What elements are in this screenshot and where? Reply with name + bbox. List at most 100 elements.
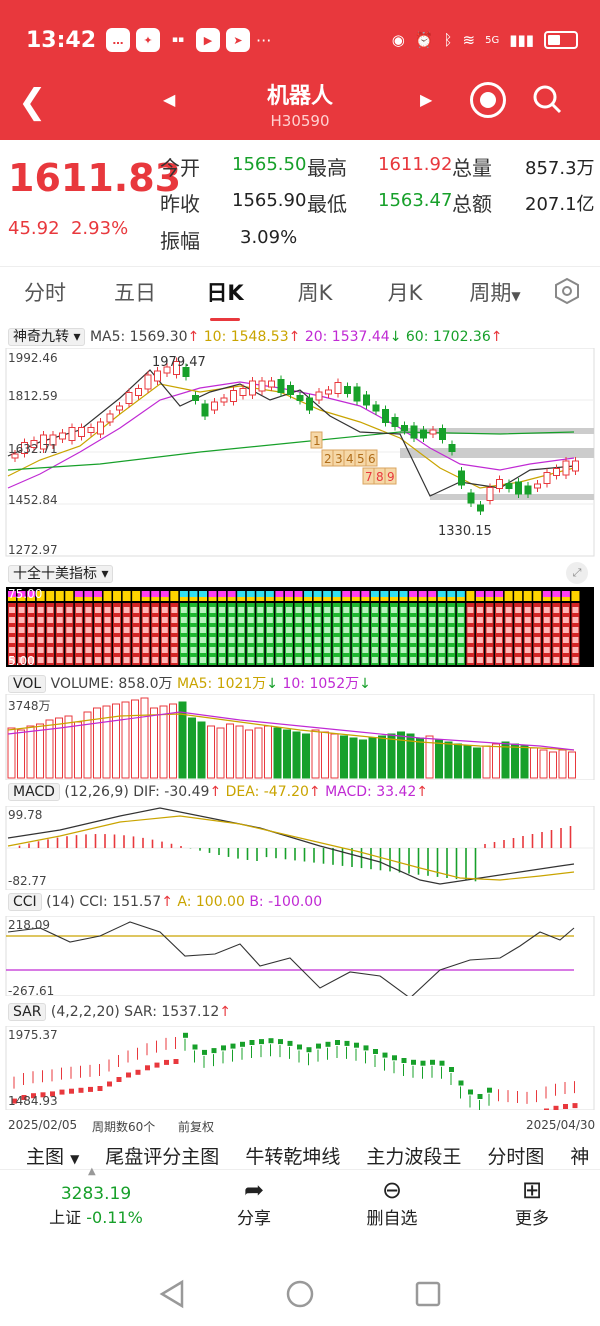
indicator-top-mark xyxy=(160,597,169,601)
expand-icon[interactable]: ⤢ xyxy=(566,562,588,584)
indicator-cell xyxy=(352,647,359,653)
index-quote[interactable]: 3283.19 上证 -0.11% xyxy=(46,1184,146,1228)
prev-stock-arrow-icon[interactable]: ◀ xyxy=(163,90,176,109)
tab-intraday[interactable]: 分时 xyxy=(24,280,66,305)
sar-chart[interactable] xyxy=(0,1026,600,1110)
indicator-cell xyxy=(161,657,168,663)
indicator-cell xyxy=(553,627,560,633)
nav-recents-icon[interactable] xyxy=(415,1281,441,1307)
kline-chart[interactable]: 1979.47 1330.15 12 3 4 5 6 7 8 9 xyxy=(0,348,600,558)
index-name: 上证 xyxy=(49,1208,82,1227)
sar-selector[interactable]: SAR xyxy=(8,1003,47,1021)
tab-main-chart[interactable]: 主图 ▼ xyxy=(0,1142,92,1169)
indicator-cell xyxy=(419,607,426,613)
volume-bar xyxy=(558,749,567,779)
main-indicator-selector[interactable]: 神奇九转 ▾ xyxy=(8,328,86,346)
indicator-bar xyxy=(103,603,112,665)
indicator-cell xyxy=(257,637,264,643)
indicator-top-mark xyxy=(361,597,370,601)
indicator-cell xyxy=(543,647,550,653)
tab-more[interactable]: 神 xyxy=(570,1146,590,1168)
next-stock-arrow-icon[interactable]: ▶ xyxy=(420,90,433,109)
back-button[interactable]: ❮ xyxy=(18,82,47,122)
remove-watchlist-button[interactable]: ⊖ 删自选 xyxy=(356,1176,428,1229)
tab-bull-turn[interactable]: 牛转乾坤线 xyxy=(245,1146,341,1168)
candle-body xyxy=(553,468,560,476)
indicator-cell xyxy=(257,627,264,633)
candle-body xyxy=(315,391,323,401)
indicator-top-mark xyxy=(113,591,122,597)
candle-body xyxy=(220,397,228,403)
volume-bar xyxy=(406,733,415,779)
tab-weekly-k[interactable]: 周K xyxy=(297,280,333,305)
candle-body xyxy=(78,427,85,437)
mascot-icon[interactable] xyxy=(470,82,506,118)
indicator-cell xyxy=(391,617,397,623)
countdown-number: 2 xyxy=(324,452,332,466)
settings-hexagon-icon[interactable] xyxy=(553,277,581,305)
tab-period[interactable]: 周期▼ xyxy=(450,277,540,307)
volume-value: 857.3万 xyxy=(525,158,595,179)
macd-selector[interactable]: MACD xyxy=(8,783,60,801)
sar-dot xyxy=(382,1052,388,1058)
volume-chart[interactable] xyxy=(0,694,600,780)
volume-bar xyxy=(425,735,434,779)
volume-bar xyxy=(264,725,272,779)
indicator-top-mark xyxy=(437,597,446,601)
tab-daily-k[interactable]: 日K xyxy=(180,277,270,321)
indicator-cell xyxy=(562,647,569,653)
nav-back-icon[interactable] xyxy=(159,1279,184,1309)
indicator-cell xyxy=(543,617,550,623)
indicator-top-mark xyxy=(179,591,188,597)
indicator-cell xyxy=(171,637,178,643)
tab-time-chart[interactable]: 分时图 xyxy=(487,1146,545,1168)
indicator-bar xyxy=(409,603,418,665)
tab-main-wave[interactable]: 主力波段王 xyxy=(366,1146,462,1168)
sar-dot xyxy=(458,1080,464,1086)
caret-up-icon: ▲ xyxy=(88,1166,96,1177)
sub-indicator-legend[interactable]: 十全十美指标 ▾ xyxy=(8,563,114,583)
sar-dot xyxy=(259,1039,264,1045)
sub-indicator-chart[interactable] xyxy=(0,587,600,667)
indicator-top-mark xyxy=(55,591,64,597)
indicator-cell xyxy=(123,647,130,653)
more-button[interactable]: ⊞ 更多 xyxy=(502,1176,562,1229)
indicator-cell xyxy=(381,647,388,653)
nav-home-icon[interactable] xyxy=(286,1280,314,1308)
share-button[interactable]: ➦ 分享 xyxy=(224,1176,284,1229)
cci-selector[interactable]: CCI xyxy=(8,893,42,911)
indicator-cell xyxy=(9,657,15,663)
tab-monthly-k[interactable]: 月K xyxy=(387,280,423,305)
sar-dots xyxy=(12,1032,578,1110)
indicator-cell xyxy=(333,657,340,663)
cci-chart[interactable] xyxy=(0,916,600,996)
bluetooth-icon: ᛒ xyxy=(443,31,453,49)
indicator-top-mark xyxy=(504,597,513,601)
sar-dot xyxy=(173,1059,179,1064)
search-icon[interactable] xyxy=(532,84,562,114)
indicator-cell xyxy=(133,627,140,633)
indicator-cell xyxy=(75,637,82,643)
indicator-top-mark xyxy=(475,591,484,597)
macd-chart[interactable] xyxy=(0,806,600,890)
adjust-mode[interactable]: 前复权 xyxy=(178,1120,215,1134)
indicator-top-mark xyxy=(561,591,570,597)
candle-body xyxy=(192,395,199,401)
indicator-top-mark xyxy=(36,591,45,597)
tab-tail-score[interactable]: 尾盘评分主图 xyxy=(105,1146,220,1168)
vol-selector[interactable]: VOL xyxy=(8,675,47,693)
volume-bar xyxy=(74,721,82,779)
indicator-cell xyxy=(496,607,503,613)
volume-bar xyxy=(188,717,196,779)
indicator-cell xyxy=(534,657,541,663)
send-app-icon: ➤ xyxy=(226,28,251,52)
indicator-cell xyxy=(47,607,54,613)
tab-five-day[interactable]: 五日 xyxy=(114,280,156,305)
indicator-top-mark xyxy=(342,597,351,601)
volume-bar xyxy=(150,707,158,779)
volume-bar xyxy=(207,725,215,779)
sar-dot xyxy=(363,1045,369,1051)
indicator-cell xyxy=(152,607,159,613)
indicator-top-mark xyxy=(151,597,160,601)
indicator-cell xyxy=(543,657,550,663)
